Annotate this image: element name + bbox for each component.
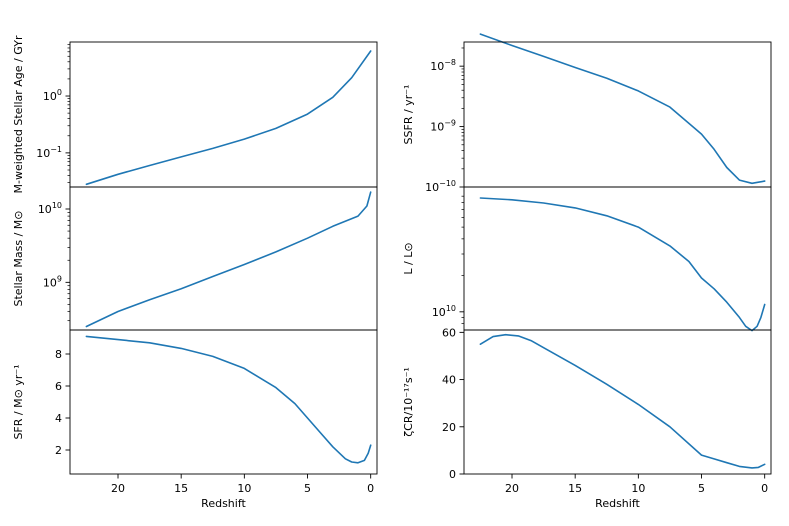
plot-frame	[463, 329, 772, 475]
x-axis-label: Redshift	[201, 497, 246, 510]
y-tick-label-exponent: −1	[50, 145, 62, 154]
y-tick-label-exponent: 10	[52, 201, 62, 210]
x-tick-label: 20	[111, 482, 125, 495]
y-axis-label: Stellar Mass / M⊙	[12, 210, 25, 306]
y-tick-label: 10−9	[430, 119, 456, 134]
x-tick-label: 15	[174, 482, 188, 495]
plot-frame	[69, 41, 378, 188]
y-tick-label-exponent: −9	[444, 119, 456, 128]
x-tick-label: 0	[367, 482, 374, 495]
plot-frame	[69, 329, 378, 475]
y-tick-label: 2	[55, 444, 62, 457]
y-tick-label: 109	[43, 274, 62, 289]
y-tick-label-exponent: 9	[57, 274, 62, 283]
y-tick-label-exponent: −10	[439, 179, 456, 188]
y-tick-label: 8	[55, 348, 62, 361]
y-tick-label: 4	[55, 412, 62, 425]
y-axis-label: L / L⊙	[402, 242, 415, 274]
y-tick-label-base: 10	[425, 181, 439, 194]
y-tick-label-base: 10	[432, 306, 446, 319]
y-axis-label: SFR / M⊙ yr⁻¹	[12, 364, 25, 439]
y-tick-label: 10−10	[425, 179, 456, 194]
y-tick-label-exponent: 10	[446, 304, 456, 313]
x-axis-label: Redshift	[595, 497, 640, 510]
plot-frame	[463, 186, 772, 331]
series-line	[479, 197, 766, 332]
y-tick-label: 20	[442, 421, 456, 434]
chart-panel-right-bottom: 0 20 40 60 20 15 10 5 0 Redshift ζCR/10⁻¹⁷s⁻¹	[402, 326, 772, 510]
series-line	[85, 335, 372, 464]
x-tick-label: 20	[505, 482, 519, 495]
plot-frame	[69, 186, 378, 331]
y-tick-label-base: 10	[38, 203, 52, 216]
chart-panel-left-bottom: 2 4 6 8 20 15 10 5 0 Redshift SFR / M⊙ yr⁻¹	[12, 329, 378, 510]
y-tick-label-base: 10	[43, 276, 57, 289]
x-tick-label: 10	[237, 482, 251, 495]
y-tick-label: 40	[442, 374, 456, 387]
x-tick-label: 5	[304, 482, 311, 495]
y-tick-label-base: 10	[430, 60, 444, 73]
y-axis-label: M-weighted Stellar Age / GYr	[12, 35, 25, 193]
y-tick-label-exponent: 0	[57, 88, 62, 97]
y-tick-label: 0	[449, 468, 456, 481]
series-line	[85, 50, 372, 186]
y-tick-label: 6	[55, 380, 62, 393]
y-tick-label: 60	[442, 326, 456, 339]
series-line	[85, 191, 372, 328]
y-tick-label-base: 10	[36, 147, 50, 160]
series-line	[479, 33, 766, 185]
series-line	[479, 333, 766, 469]
y-tick-label-base: 10	[430, 121, 444, 134]
y-tick-label-base: 10	[43, 90, 57, 103]
x-tick-label: 0	[761, 482, 768, 495]
x-tick-label: 5	[698, 482, 705, 495]
y-tick-label: 10−8	[430, 58, 456, 73]
x-tick-label: 15	[568, 482, 582, 495]
y-axis-label: SSFR / yr⁻¹	[402, 85, 415, 145]
y-tick-label: 1010	[432, 304, 456, 319]
y-tick-label: 10−1	[36, 145, 62, 160]
y-tick-label: 1010	[38, 201, 62, 216]
y-tick-label-exponent: −8	[444, 58, 456, 67]
y-tick-label: 100	[43, 88, 62, 103]
x-tick-label: 10	[631, 482, 645, 495]
chart-panel-right-middle: 1010 L / L⊙	[402, 186, 772, 332]
y-axis-label: ζCR/10⁻¹⁷s⁻¹	[402, 367, 415, 437]
